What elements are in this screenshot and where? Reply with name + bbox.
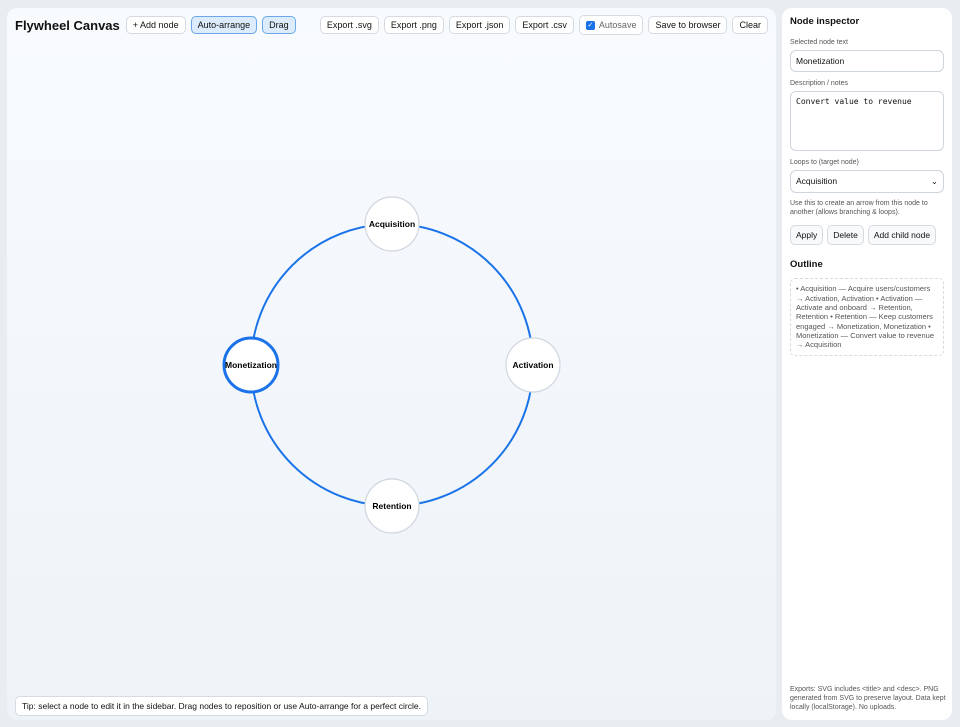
outline-title: Outline (790, 259, 823, 271)
node-monetization[interactable]: Monetization (222, 336, 280, 394)
toolbar-right: Export .svg Export .png Export .json Exp… (319, 15, 768, 35)
loops-value: Acquisition (796, 176, 838, 186)
export-csv-button[interactable]: Export .csv (515, 16, 574, 34)
node-label: Activation (512, 360, 553, 370)
node-circle[interactable] (364, 478, 420, 534)
autosave-label: Autosave (598, 20, 637, 30)
description-label: Description / notes (790, 80, 848, 87)
export-png-button[interactable]: Export .png (383, 16, 444, 34)
flywheel-canvas[interactable]: Acquisition Activation Retention Monetizati… (7, 8, 776, 720)
node-circle[interactable] (505, 337, 561, 393)
add-child-node-button[interactable]: Add child node (867, 225, 937, 246)
autosave-toggle[interactable]: ✓ Autosave (578, 15, 644, 35)
apply-button[interactable]: Apply (790, 225, 824, 246)
add-node-button[interactable]: + Add node (125, 16, 186, 34)
node-circle[interactable] (222, 336, 280, 394)
edge (391, 223, 534, 366)
delete-button[interactable]: Delete (827, 225, 864, 246)
node-text-label: Selected node text (790, 39, 848, 46)
app-title: Flywheel Canvas (15, 17, 120, 33)
outline-text: • Acquisition — Acquire users/customers … (790, 278, 944, 356)
flywheel-graph: Acquisition Activation Retention Monetizati… (222, 196, 561, 534)
node-inspector: Node inspector Selected node text Moneti… (782, 8, 952, 720)
export-json-button[interactable]: Export .json (448, 16, 511, 34)
node-acquisition[interactable]: Acquisition (364, 196, 420, 252)
edge (250, 364, 393, 507)
description-textarea[interactable]: Convert value to revenue (790, 91, 944, 151)
save-to-browser-button[interactable]: Save to browser (648, 16, 728, 34)
drag-button[interactable]: Drag (262, 16, 296, 34)
node-retention[interactable]: Retention (364, 478, 420, 534)
loops-label: Loops to (target node) (790, 159, 859, 166)
node-label: Monetization (225, 360, 277, 370)
exports-footer: Exports: SVG includes <title> and <desc>… (790, 685, 946, 711)
node-circle[interactable] (364, 196, 420, 252)
loops-note: Use this to create an arrow from this no… (790, 200, 928, 217)
edge (250, 223, 393, 366)
node-text-input[interactable]: Monetization (790, 50, 944, 72)
node-label: Retention (372, 501, 411, 511)
tip-text: Tip: select a node to edit it in the sid… (15, 696, 428, 716)
auto-arrange-button[interactable]: Auto-arrange (190, 16, 258, 34)
clear-button[interactable]: Clear (732, 16, 768, 34)
edge (391, 364, 534, 507)
export-svg-button[interactable]: Export .svg (319, 16, 379, 34)
loops-select[interactable]: Acquisition ⌄ (790, 170, 944, 193)
chevron-down-icon: ⌄ (930, 176, 938, 186)
toolbar-left: Flywheel Canvas + Add node Auto-arrange … (15, 16, 296, 34)
node-activation[interactable]: Activation (505, 337, 561, 393)
inspector-title: Node inspector (790, 16, 860, 27)
checkbox-icon[interactable]: ✓ (585, 20, 595, 30)
node-label: Acquisition (369, 219, 415, 229)
